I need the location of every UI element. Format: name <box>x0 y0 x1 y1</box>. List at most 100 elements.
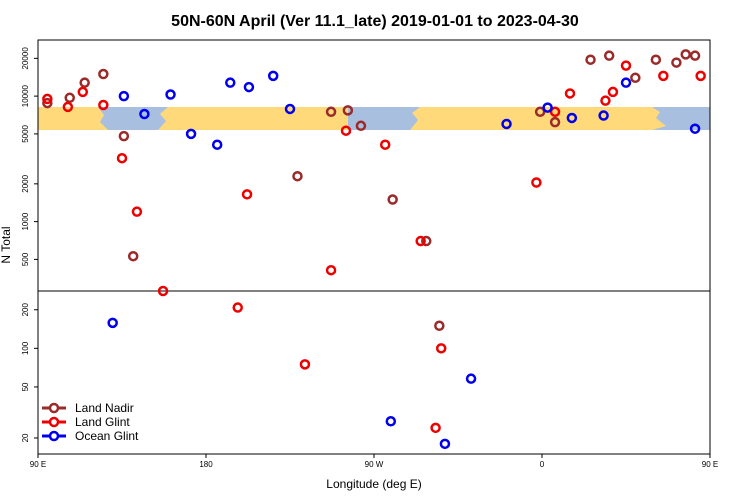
lower-y-tick-label-2: 100 <box>21 341 30 355</box>
map-land-eurasia <box>420 107 652 130</box>
point-2-0 <box>107 317 118 329</box>
legend-item-1: Land Glint <box>42 415 130 429</box>
point-2-12 <box>465 373 477 384</box>
point-0-21 <box>689 50 701 61</box>
point-0-10 <box>387 194 398 205</box>
point-1-12 <box>379 139 391 150</box>
chart-title: 50N-60N April (Ver 11.1_late) 2019-01-01… <box>171 13 579 30</box>
point-1-8 <box>241 189 253 200</box>
point-0-11 <box>421 235 432 247</box>
point-2-10 <box>385 416 397 427</box>
point-1-22 <box>658 70 669 82</box>
point-0-3 <box>98 68 109 80</box>
legend-marker-0 <box>48 402 60 414</box>
point-1-0 <box>42 93 53 105</box>
point-0-2 <box>79 77 90 88</box>
point-2-4 <box>185 128 197 140</box>
point-2-5 <box>211 139 223 150</box>
y-axis-label: N Total <box>0 226 13 263</box>
point-0-15 <box>585 54 596 65</box>
point-1-5 <box>131 206 143 217</box>
upper-y-tick-label-5: 20000 <box>21 47 30 70</box>
point-1-19 <box>600 95 611 106</box>
point-2-7 <box>243 81 255 93</box>
point-1-7 <box>232 302 243 313</box>
point-2-8 <box>267 70 279 82</box>
legend-label-0: Land Nadir <box>75 401 134 415</box>
point-1-13 <box>415 235 426 247</box>
upper-y-tick-label-4: 10000 <box>21 84 30 107</box>
point-0-18 <box>650 54 662 65</box>
series-land-glint <box>42 60 706 434</box>
point-2-14 <box>542 102 553 113</box>
lower-panel-frame <box>37 290 711 455</box>
point-1-23 <box>695 70 706 82</box>
point-1-9 <box>299 359 311 370</box>
point-2-15 <box>566 112 578 124</box>
x-tick-label-3: 0 <box>540 460 545 469</box>
point-0-20 <box>680 49 691 60</box>
point-0-14 <box>549 116 561 128</box>
point-1-20 <box>607 86 619 98</box>
map-coast-5 <box>652 107 666 130</box>
point-2-16 <box>598 110 609 121</box>
point-2-1 <box>118 90 130 102</box>
point-0-7 <box>325 106 337 118</box>
point-0-19 <box>671 57 682 68</box>
x-tick-label-4: 90 E <box>702 460 718 469</box>
data-points <box>42 49 706 450</box>
point-2-17 <box>620 77 632 88</box>
upper-y-tick-label-1: 1000 <box>21 212 30 230</box>
map-coast-2 <box>158 107 168 130</box>
upper-y-tick-label-3: 5000 <box>21 124 30 142</box>
series-ocean-glint <box>107 70 701 450</box>
point-0-13 <box>534 106 546 118</box>
map-band <box>38 107 710 130</box>
point-0-0 <box>42 97 53 109</box>
point-0-16 <box>603 50 615 61</box>
legend-item-2: Ocean Glint <box>42 429 139 443</box>
legend-marker-1 <box>48 416 60 428</box>
legend-label-1: Land Glint <box>75 415 130 429</box>
point-1-2 <box>77 86 89 98</box>
upper-y-tick-label-0: 500 <box>21 252 30 266</box>
point-0-8 <box>342 105 354 116</box>
x-tick-label-1: 180 <box>199 460 213 469</box>
point-1-3 <box>98 99 109 111</box>
point-0-1 <box>64 92 75 104</box>
legend-item-0: Land Nadir <box>42 401 134 415</box>
map-coast-4 <box>410 107 420 130</box>
point-1-14 <box>430 422 441 434</box>
x-tick-label-0: 90 E <box>30 460 46 469</box>
point-0-6 <box>292 170 303 182</box>
point-2-6 <box>225 77 236 88</box>
lower-y-tick-label-0: 20 <box>21 433 30 442</box>
point-1-6 <box>157 285 169 297</box>
point-2-11 <box>439 438 451 450</box>
point-1-10 <box>325 264 337 276</box>
point-0-4 <box>118 130 130 142</box>
point-1-1 <box>62 101 74 113</box>
point-2-13 <box>501 118 512 130</box>
lower-y-tick-label-1: 50 <box>21 382 30 391</box>
upper-y-tick-label-2: 2000 <box>21 174 30 192</box>
x-tick-label-2: 90 W <box>365 460 384 469</box>
point-2-9 <box>284 103 296 115</box>
point-1-21 <box>620 60 632 71</box>
point-1-15 <box>435 343 447 354</box>
legend-marker-2 <box>48 430 60 442</box>
point-2-2 <box>139 108 150 120</box>
map-land-americas <box>168 107 348 130</box>
x-axis-label: Longitude (deg E) <box>326 477 421 491</box>
point-0-17 <box>630 72 641 84</box>
point-0-12 <box>434 320 445 332</box>
series-land-nadir <box>42 49 701 332</box>
point-1-11 <box>340 125 352 136</box>
point-1-16 <box>531 177 542 188</box>
legend-label-2: Ocean Glint <box>75 429 139 443</box>
point-0-5 <box>127 250 139 262</box>
point-0-9 <box>355 120 367 132</box>
point-2-3 <box>165 89 176 100</box>
